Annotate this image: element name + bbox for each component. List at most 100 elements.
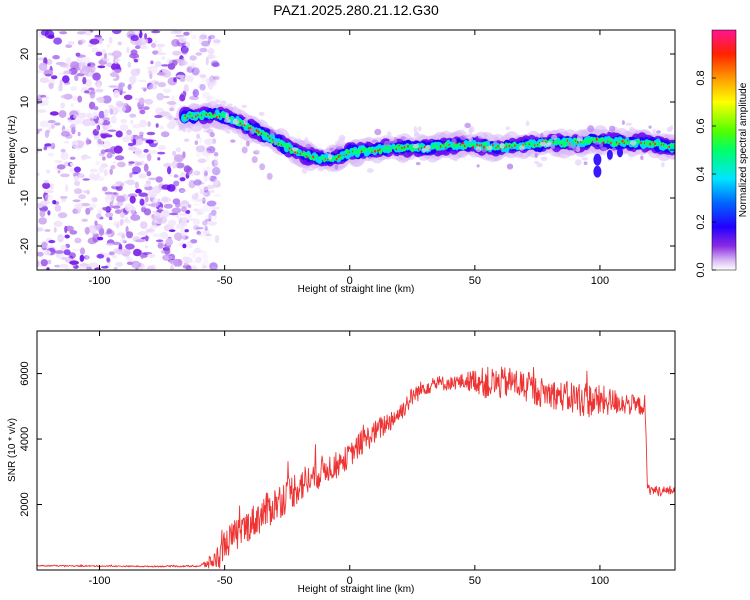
ridge-blob [472,145,475,149]
ridge-blob [395,144,400,150]
noise-blob [89,168,98,173]
noise-blob [209,262,218,270]
ridge-blob [609,141,612,145]
noise-blob [74,180,81,186]
ridge-halo-blob [412,143,419,149]
ridge-halo-blob [372,139,379,143]
noise-blob [193,179,202,186]
noise-blob [127,142,135,147]
ridge-blob [214,112,216,115]
ridge-blob [439,145,442,148]
noise-blob [119,124,129,131]
noise-blob [173,180,180,187]
noise-blob [143,106,150,110]
colorbar-tick-label: 0.8 [695,70,707,85]
noise-blob [131,171,139,175]
noise-blob [102,58,110,62]
noise-blob [191,92,197,97]
ridge-blob [410,146,415,153]
noise-blob [199,83,206,91]
ridge-blob [230,116,233,121]
noise-blob [191,65,195,72]
noise-blob [187,213,193,219]
noise-blob [60,196,67,200]
noise-blob [198,250,207,254]
noise-blob [126,179,136,186]
noise-blob [186,240,193,249]
noise-blob [187,218,196,221]
ridge-blob [269,133,276,142]
noise-blob [179,94,186,102]
noise-blob [85,156,92,159]
ridge-blob [652,140,654,144]
noise-blob [125,243,135,250]
snr-y-label: SNR (10 * v/v) [7,418,18,482]
noise-blob [138,79,147,83]
spectrogram-x-tick-label: 100 [591,275,609,287]
noise-blob [211,62,220,68]
noise-blob [185,75,194,82]
ridge-blob [610,137,613,142]
ridge-halo-blob [604,129,608,135]
noise-blob [62,75,70,83]
noise-blob [147,253,156,258]
chart-title: PAZ1.2025.280.21.12.G30 [273,2,439,18]
ridge-halo-blob [625,122,632,126]
ridge-blob [381,148,385,152]
snr-y-tick-label: 6000 [19,361,31,385]
ridge-halo-blob [477,133,485,139]
ridge-blob [398,144,400,147]
ridge-halo-blob [334,164,339,170]
noise-blob [179,220,188,227]
noise-blob [212,39,220,46]
noise-blob [171,160,178,169]
noise-blob [186,66,195,73]
noise-blob [108,36,113,44]
noise-blob [111,30,122,35]
ridge-halo-blob [335,146,343,150]
ridge-blob [267,134,269,137]
noise-blob [69,260,79,265]
noise-blob [199,74,207,78]
ridge-halo-blob [468,137,474,142]
noise-blob [169,212,179,216]
ridge-blob [208,113,211,116]
noise-blob [162,88,172,94]
ridge-blob [663,143,665,146]
noise-blob [214,161,220,169]
ridge-halo-blob [481,148,487,153]
noise-blob [168,229,176,232]
noise-blob [157,82,167,88]
noise-blob [155,176,163,183]
noise-blob [143,88,147,92]
noise-blob [143,149,149,153]
noise-blob [70,118,79,126]
spectrogram-y-tick-label: 0 [19,147,31,153]
ridge-halo-blob [386,131,392,138]
noise-blob [153,141,158,144]
noise-blob [212,179,221,188]
noise-blob [99,132,110,138]
ridge-blob [189,113,191,116]
noise-blob [176,223,180,229]
noise-blob [127,193,138,198]
noise-blob [189,55,197,61]
noise-blob [92,72,101,81]
noise-blob [108,251,115,256]
noise-blob [113,145,123,154]
noise-blob [53,37,62,45]
noise-blob [126,231,134,239]
noise-blob [134,181,139,189]
noise-blob [210,190,215,193]
ridge-blob [280,140,284,146]
spectrogram-x-tick-label: -50 [217,275,233,287]
ridge-blob [483,141,488,148]
noise-blob [102,95,112,104]
noise-blob [215,170,220,178]
noise-blob [105,243,114,246]
noise-blob [157,151,166,155]
noise-blob [59,263,69,268]
ridge-blob [269,137,271,140]
ridge-blob [660,143,662,146]
ridge-halo-blob [384,140,391,147]
